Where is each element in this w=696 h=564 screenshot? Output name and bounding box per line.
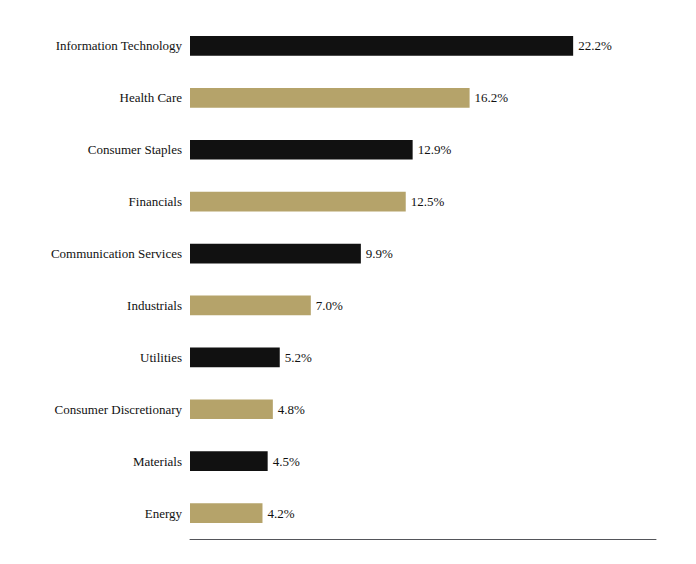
svg-text:4.8%: 4.8% xyxy=(278,402,305,417)
svg-text:Communication Services: Communication Services xyxy=(51,246,182,261)
svg-text:Financials: Financials xyxy=(129,194,182,209)
svg-text:Health Care: Health Care xyxy=(120,90,183,105)
svg-text:9.9%: 9.9% xyxy=(366,246,393,261)
svg-text:Energy: Energy xyxy=(145,506,183,521)
svg-text:Information Technology: Information Technology xyxy=(56,38,183,53)
svg-text:12.9%: 12.9% xyxy=(418,142,452,157)
svg-text:4.2%: 4.2% xyxy=(267,506,294,521)
svg-text:7.0%: 7.0% xyxy=(316,298,343,313)
svg-text:22.2%: 22.2% xyxy=(578,38,612,53)
svg-text:16.2%: 16.2% xyxy=(475,90,509,105)
svg-text:5.2%: 5.2% xyxy=(285,350,312,365)
svg-text:Consumer Staples: Consumer Staples xyxy=(88,142,182,157)
svg-text:Consumer Discretionary: Consumer Discretionary xyxy=(55,402,183,417)
svg-text:12.5%: 12.5% xyxy=(411,194,445,209)
svg-text:Industrials: Industrials xyxy=(127,298,182,313)
svg-text:Utilities: Utilities xyxy=(140,350,182,365)
svg-text:Materials: Materials xyxy=(133,454,182,469)
svg-text:4.5%: 4.5% xyxy=(273,454,300,469)
